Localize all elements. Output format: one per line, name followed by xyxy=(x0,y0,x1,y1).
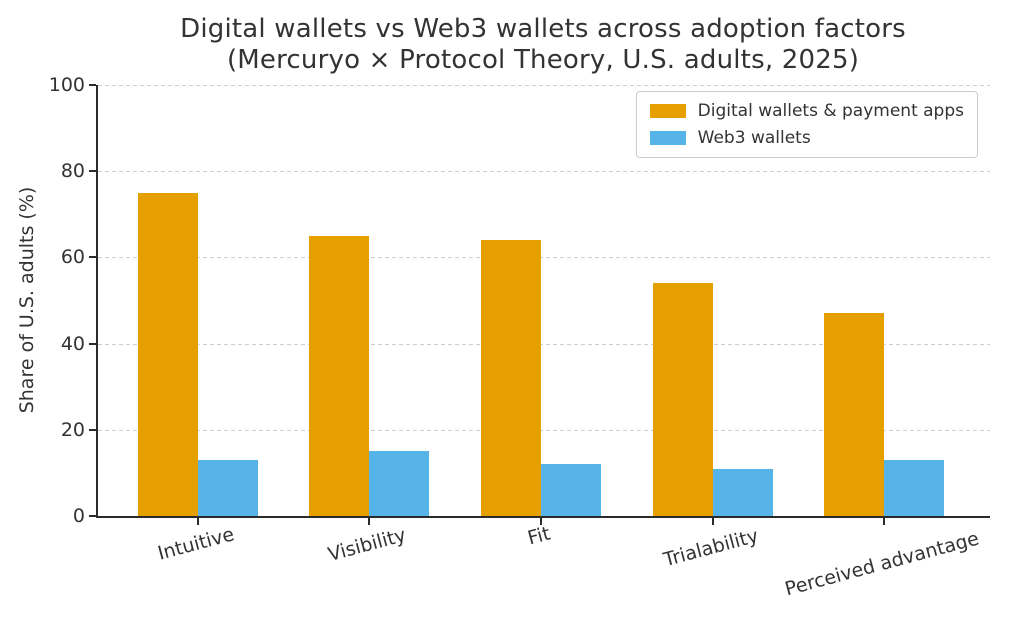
bar-digital-wallets-payment-apps-intuitive xyxy=(137,192,198,516)
gridlines xyxy=(98,85,990,516)
gridline-80 xyxy=(98,171,990,173)
y-tick-label-0: 0 xyxy=(72,505,85,527)
bars-layer xyxy=(98,85,990,516)
chart-title: Digital wallets vs Web3 wallets across a… xyxy=(96,14,990,76)
bar-digital-wallets-payment-apps-visibility xyxy=(309,235,370,516)
legend: Digital wallets & payment apps Web3 wall… xyxy=(635,91,978,158)
chart-title-line2: (Mercuryo × Protocol Theory, U.S. adults… xyxy=(226,45,860,75)
y-tick-mark-40 xyxy=(89,342,96,345)
y-tick-label-60: 60 xyxy=(60,246,85,269)
bar-digital-wallets-payment-apps-fit xyxy=(481,240,542,516)
bar-group-visibility xyxy=(309,85,430,516)
plot-area: Digital wallets & payment apps Web3 wall… xyxy=(89,84,990,525)
bar-group-trialability xyxy=(652,85,773,516)
x-tick-label-intuitive: Intuitive xyxy=(155,523,237,565)
x-tick-mark-perceived-advantage xyxy=(882,518,885,525)
y-tick-mark-80 xyxy=(89,170,96,173)
bar-digital-wallets-payment-apps-perceived-advantage xyxy=(823,313,884,516)
bar-web3-wallets-trialability xyxy=(712,468,773,516)
y-tick-label-40: 40 xyxy=(60,332,85,355)
x-tick-mark-trialability xyxy=(711,518,714,525)
legend-label-web3-wallets: Web3 wallets xyxy=(697,128,811,148)
legend-swatch-digital-wallets xyxy=(649,104,686,118)
gridline-60 xyxy=(98,257,990,259)
y-tick-label-20: 20 xyxy=(60,418,85,441)
gridline-40 xyxy=(98,343,990,345)
legend-item-digital-wallets: Digital wallets & payment apps xyxy=(649,101,964,121)
chart-title-line1: Digital wallets vs Web3 wallets across a… xyxy=(180,14,906,44)
bar-web3-wallets-fit xyxy=(541,464,602,516)
y-tick-label-80: 80 xyxy=(60,160,85,183)
gridline-100 xyxy=(98,85,990,86)
bar-group-intuitive xyxy=(137,85,258,516)
bar-web3-wallets-perceived-advantage xyxy=(883,459,944,516)
y-tick-mark-20 xyxy=(89,428,96,431)
y-tick-mark-0 xyxy=(89,515,96,517)
legend-label-digital-wallets: Digital wallets & payment apps xyxy=(697,101,964,121)
bar-group-fit xyxy=(481,85,602,516)
x-tick-label-trialability: Trialability xyxy=(660,524,761,572)
bar-group-perceived-advantage xyxy=(823,85,944,516)
x-tick-mark-intuitive xyxy=(196,518,199,525)
legend-swatch-web3-wallets xyxy=(649,131,686,145)
y-tick-mark-100 xyxy=(89,84,96,86)
y-axis-tick-labels: 0 20 40 60 80 100 xyxy=(0,74,85,527)
bar-digital-wallets-payment-apps-trialability xyxy=(652,283,713,516)
x-tick-label-perceived-advantage: Perceived advantage xyxy=(782,527,982,601)
x-tick-label-fit: Fit xyxy=(525,522,553,550)
x-axis-tick-labels: Intuitive Visibility Fit Trialability Percei… xyxy=(96,518,988,638)
y-tick-mark-60 xyxy=(89,256,96,259)
x-tick-label-visibility: Visibility xyxy=(325,524,409,566)
gridline-20 xyxy=(98,429,990,431)
y-tick-label-100: 100 xyxy=(48,74,85,96)
legend-item-web3-wallets: Web3 wallets xyxy=(649,128,964,148)
bar-web3-wallets-visibility xyxy=(369,451,430,516)
x-tick-mark-fit xyxy=(540,518,543,525)
x-tick-mark-visibility xyxy=(368,518,371,525)
bar-web3-wallets-intuitive xyxy=(197,459,258,516)
